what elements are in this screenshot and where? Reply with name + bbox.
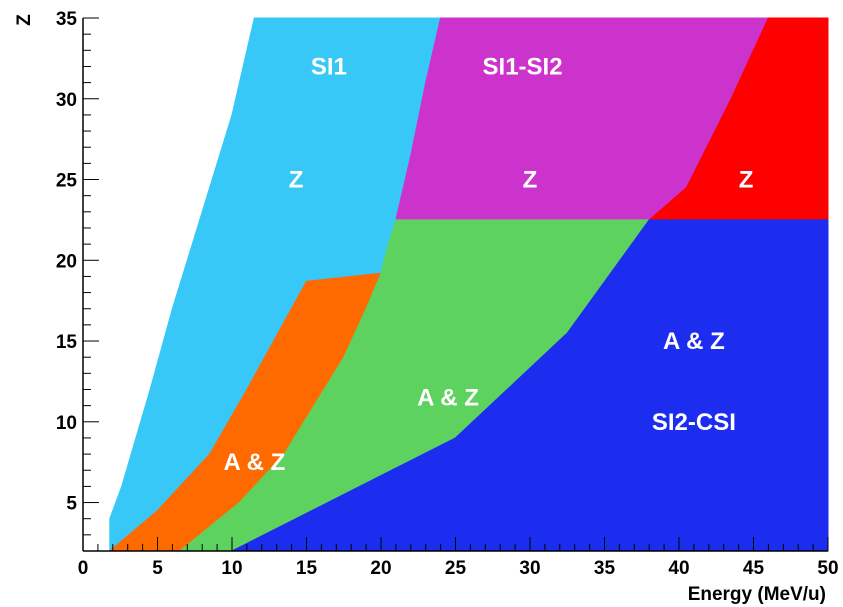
region-label: Z <box>739 167 754 194</box>
y-tick-label: 20 <box>56 251 77 272</box>
y-tick-label: 10 <box>56 413 77 434</box>
regions-layer <box>108 17 829 552</box>
y-tick-label: 25 <box>56 171 78 192</box>
x-tick-label: 30 <box>519 558 540 579</box>
x-tick-label: 5 <box>152 558 163 579</box>
y-tick-label: 35 <box>56 9 78 30</box>
ticks-layer: 0 5 10 15 20 25 30 35 40 45 50 5 10 15 20 25 30 35 <box>56 9 839 579</box>
x-tick-label: 50 <box>817 558 838 579</box>
region-label: A & Z <box>223 449 285 476</box>
region-label: Z <box>289 167 304 194</box>
x-tick-label: 25 <box>445 558 467 579</box>
region-label: A & Z <box>417 385 479 412</box>
x-tick-label: 20 <box>370 558 391 579</box>
x-tick-label: 15 <box>296 558 318 579</box>
x-tick-label: 45 <box>743 558 765 579</box>
y-tick-label: 30 <box>56 90 77 111</box>
y-axis-title: Z <box>14 14 35 26</box>
region-label: SI1-SI2 <box>483 53 563 80</box>
region-label: A & Z <box>663 328 725 355</box>
region-label: SI2-CSI <box>652 409 736 436</box>
y-tick-label: 15 <box>56 332 78 353</box>
region-label: SI1 <box>311 53 347 80</box>
x-axis-title: Energy (MeV/u) <box>688 584 826 605</box>
x-tick-label: 0 <box>78 558 89 579</box>
x-tick-label: 35 <box>594 558 616 579</box>
region-label: Z <box>523 167 538 194</box>
region-labels-layer: SI1 SI1-SI2 Z Z Z A & Z SI2-CSI A & Z A & Z <box>223 53 753 476</box>
y-tick-label: 5 <box>66 494 77 515</box>
x-tick-label: 10 <box>221 558 242 579</box>
x-tick-label: 40 <box>668 558 689 579</box>
